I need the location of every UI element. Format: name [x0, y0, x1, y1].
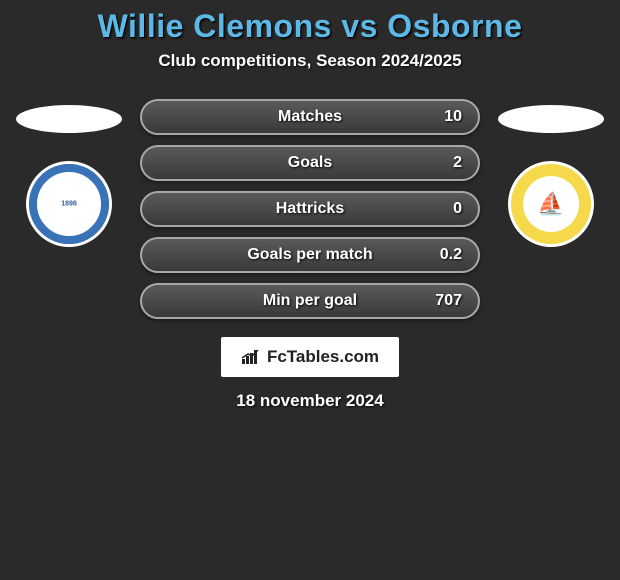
stat-label: Hattricks — [276, 200, 344, 218]
stat-value: 2 — [453, 154, 462, 172]
right-side: ⛵ — [498, 99, 604, 247]
main-row: 1898 Matches 10 Goals 2 Hattricks 0 Goal… — [0, 99, 620, 319]
stat-label: Matches — [278, 108, 342, 126]
stat-label: Goals — [288, 154, 332, 172]
subtitle: Club competitions, Season 2024/2025 — [0, 51, 620, 71]
infographic-container: Willie Clemons vs Osborne Club competiti… — [0, 0, 620, 411]
stat-value: 10 — [444, 108, 462, 126]
stat-label: Min per goal — [263, 292, 357, 310]
stat-value: 0 — [453, 200, 462, 218]
left-crest-text: 1898 — [61, 201, 77, 208]
date-text: 18 november 2024 — [236, 391, 383, 411]
left-player-placeholder — [16, 105, 122, 133]
right-player-placeholder — [498, 105, 604, 133]
stat-row-min-per-goal: Min per goal 707 — [140, 283, 480, 319]
left-team-crest: 1898 — [26, 161, 112, 247]
page-title: Willie Clemons vs Osborne — [0, 8, 620, 45]
right-team-crest: ⛵ — [508, 161, 594, 247]
brand-text: FcTables.com — [267, 347, 379, 367]
stat-row-goals: Goals 2 — [140, 145, 480, 181]
stat-row-matches: Matches 10 — [140, 99, 480, 135]
left-side: 1898 — [16, 99, 122, 247]
stat-value: 707 — [435, 292, 462, 310]
chart-icon — [241, 349, 261, 365]
brand-badge: FcTables.com — [221, 337, 399, 377]
stats-column: Matches 10 Goals 2 Hattricks 0 Goals per… — [140, 99, 480, 319]
right-crest-glyph: ⛵ — [523, 176, 579, 232]
stat-row-goals-per-match: Goals per match 0.2 — [140, 237, 480, 273]
footer: FcTables.com 18 november 2024 — [0, 337, 620, 411]
stat-row-hattricks: Hattricks 0 — [140, 191, 480, 227]
stat-value: 0.2 — [440, 246, 462, 264]
stat-label: Goals per match — [247, 246, 372, 264]
